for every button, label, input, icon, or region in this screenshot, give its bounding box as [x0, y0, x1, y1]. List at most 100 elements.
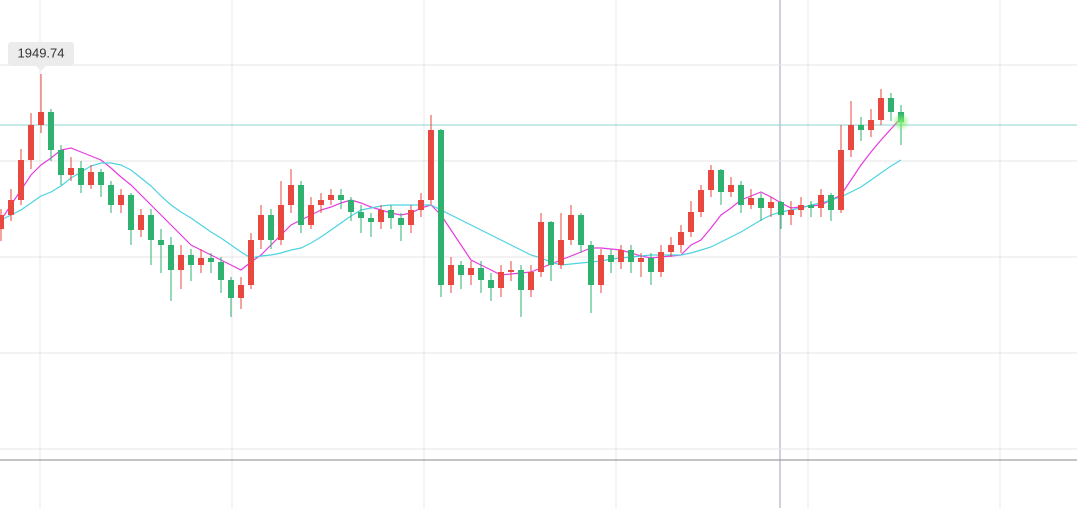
candle-body [128, 195, 134, 230]
candle-body [328, 195, 334, 200]
candle-body [188, 255, 194, 265]
tooltip: 1949.74 [8, 42, 74, 72]
candle-body [38, 112, 44, 125]
candle-body [448, 265, 454, 285]
candle-body [428, 130, 434, 200]
candle-body [568, 215, 574, 240]
candle-body [98, 172, 104, 185]
candle-body [238, 285, 244, 298]
candle-body [758, 198, 764, 208]
candle-body [578, 215, 584, 245]
candle-body [528, 272, 534, 290]
plot-area [0, 74, 910, 317]
last-price-glow [892, 113, 910, 131]
tooltip-pointer [36, 66, 46, 72]
candle-body [28, 125, 34, 160]
candle-body [368, 218, 374, 222]
candle-body [158, 240, 164, 245]
candle-body [48, 112, 54, 150]
candle-body [858, 125, 864, 130]
candle-body [348, 200, 354, 212]
candle-body [488, 280, 494, 288]
candle-body [418, 200, 424, 210]
candle-body [518, 270, 524, 290]
candle-body [358, 212, 364, 218]
candle-body [218, 262, 224, 280]
candle-body [878, 98, 884, 120]
vertical-grid [39, 0, 1001, 508]
candle-body [408, 210, 414, 225]
candle-body [818, 195, 824, 208]
candle-body [658, 252, 664, 272]
candle-body [668, 245, 674, 252]
tooltip-box [8, 42, 74, 67]
candle-body [318, 200, 324, 205]
candle-body [648, 258, 654, 272]
candle-body [498, 272, 504, 288]
candle-body [698, 190, 704, 212]
candle-body [398, 218, 404, 225]
moving-average-line [0, 117, 902, 276]
candle-body [228, 280, 234, 298]
candle-body [378, 210, 384, 222]
candle-body [828, 195, 834, 210]
candle-body [268, 215, 274, 240]
candle-body [248, 240, 254, 285]
candle-body [308, 205, 314, 225]
candle-body [708, 170, 714, 190]
candle-body [618, 250, 624, 262]
candle-body [788, 210, 794, 215]
candle-body [558, 240, 564, 265]
moving-average-line [0, 159, 902, 266]
candle-body [388, 210, 394, 218]
candle-body [638, 258, 644, 262]
candle-body [718, 170, 724, 192]
candle-body [108, 185, 114, 205]
candle-body [588, 245, 594, 285]
candle-body [748, 198, 754, 205]
candle-body [58, 150, 64, 175]
candle-body [738, 185, 744, 205]
candle-body [278, 205, 284, 240]
candle-body [208, 258, 214, 262]
candle-body [598, 255, 604, 285]
candle-body [508, 270, 514, 272]
candle-body [868, 120, 874, 130]
candle-body [548, 222, 554, 265]
candle-body [798, 205, 804, 210]
candle-body [198, 258, 204, 265]
candle-body [838, 150, 844, 210]
candle-body [288, 185, 294, 205]
candle-body [538, 222, 544, 272]
candle-body [468, 268, 474, 275]
candle-body [138, 215, 144, 230]
candle-body [298, 185, 304, 225]
candle-body [728, 185, 734, 192]
candle-body [628, 250, 634, 262]
candle-body [678, 232, 684, 245]
candle-body [78, 168, 84, 185]
candle-body [118, 195, 124, 205]
candle-body [778, 202, 784, 215]
candle-body [768, 202, 774, 208]
candle-body [18, 160, 24, 200]
candle-body [148, 215, 154, 240]
candle-body [888, 98, 894, 112]
candle-body [808, 205, 814, 208]
candle-body [8, 200, 14, 215]
candle-body [608, 255, 614, 262]
candle-body [338, 195, 344, 200]
candle-body [0, 215, 4, 229]
tooltip-label: 1949.74 [18, 45, 65, 60]
candle-body [688, 212, 694, 232]
candle-body [68, 168, 74, 175]
candle-body [88, 172, 94, 185]
candle-body [848, 125, 854, 150]
candle-body [438, 130, 444, 285]
candle-body [458, 265, 464, 275]
candle-body [168, 245, 174, 270]
candle-body [478, 268, 484, 280]
candle-body [258, 215, 264, 240]
candle-body [178, 255, 184, 270]
